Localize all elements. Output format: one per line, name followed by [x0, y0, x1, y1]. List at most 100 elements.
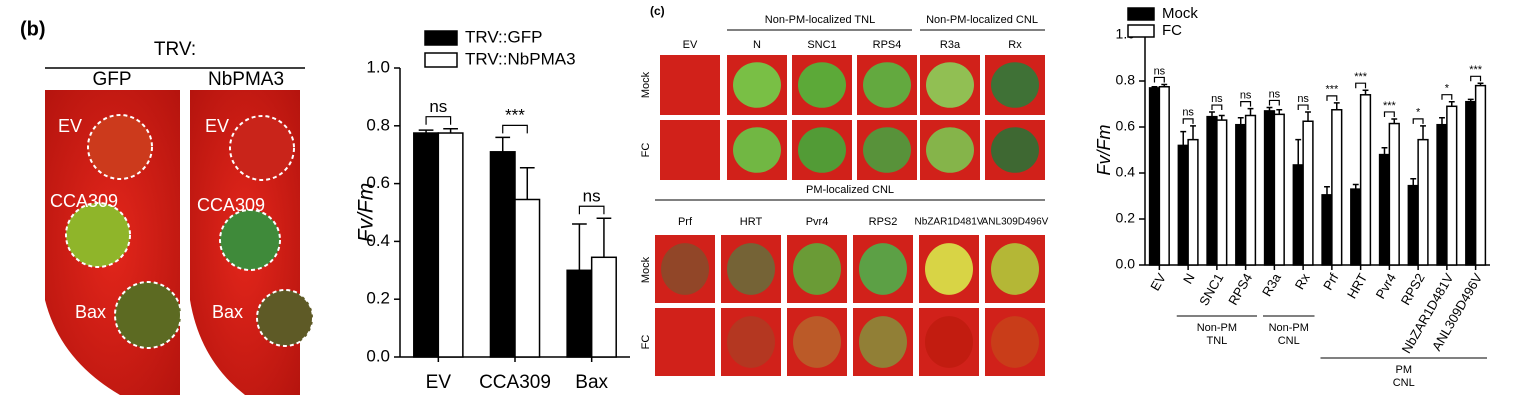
significance-label: ns: [1297, 93, 1309, 105]
significance-bracket: [502, 124, 528, 134]
column-label: RPS2: [869, 216, 898, 228]
group-label: CNL: [1393, 377, 1415, 389]
infiltration-spot: [256, 289, 314, 347]
spot-label: Bax: [212, 302, 243, 322]
error-bar: [572, 223, 587, 271]
error-bar: [418, 129, 434, 134]
bar: [1417, 138, 1429, 266]
column-label: Prf: [678, 216, 693, 228]
bar: [1158, 86, 1170, 266]
error-bar: [495, 136, 511, 152]
significance-bracket: [1297, 104, 1309, 111]
legend-swatch: [1127, 7, 1155, 21]
significance-bracket: [1470, 75, 1482, 82]
significance-label: *: [1416, 107, 1421, 119]
significance-bracket: [1441, 94, 1453, 100]
significance-bracket: [578, 205, 605, 215]
bar: [1244, 114, 1257, 266]
row-label: FC: [640, 143, 652, 158]
bar: [1206, 115, 1218, 266]
spot-label: CCA309: [50, 191, 118, 211]
x-tick-label: Bax: [575, 372, 608, 393]
bar: [1177, 144, 1189, 266]
lesion: [793, 316, 841, 368]
lesion: [926, 62, 974, 108]
infiltration-spot: [114, 281, 182, 349]
significance-bracket: [1182, 118, 1194, 124]
column-label: N: [753, 39, 761, 51]
x-tick-label: R3a: [1259, 270, 1284, 299]
group-header: PM-localized CNL: [806, 184, 894, 196]
bar: [1148, 87, 1161, 266]
lesion: [733, 62, 781, 108]
error-bar: [1190, 125, 1196, 140]
spot-label: EV: [58, 116, 82, 136]
x-tick-label: N: [1180, 271, 1198, 287]
panel-label: (b): [20, 18, 46, 40]
error-bar: [443, 127, 458, 134]
bar: [1407, 184, 1419, 266]
error-bar: [1324, 186, 1330, 195]
bar: [437, 132, 464, 358]
column-label: R3a: [940, 39, 961, 51]
bar: [1216, 119, 1228, 266]
y-tick-label: 0.0: [366, 346, 390, 365]
bar: [1436, 123, 1448, 266]
bar: [1292, 164, 1304, 266]
lesion: [991, 316, 1039, 368]
lesion: [859, 243, 907, 295]
significance-label: ns: [1240, 89, 1252, 101]
error-bar: [1439, 117, 1445, 125]
error-bar: [1151, 86, 1158, 88]
significance-bracket: [1153, 76, 1165, 83]
significance-bracket: [1240, 101, 1252, 107]
y-tick-label: 0.6: [1116, 118, 1136, 134]
legend-label: Mock: [1162, 5, 1198, 22]
panel-label: (c): [650, 4, 665, 18]
lesion: [859, 316, 907, 368]
vector-label: TRV:: [154, 39, 196, 60]
error-bar: [1209, 111, 1215, 117]
significance-label: *: [1445, 83, 1450, 95]
row-label: Mock: [640, 256, 652, 283]
legend-swatch: [424, 30, 458, 46]
bar: [1378, 153, 1391, 266]
significance-label: ns: [1269, 88, 1281, 100]
infiltration-spot: [219, 209, 281, 271]
y-tick-label: 0.2: [1116, 210, 1136, 226]
group-label: PM: [1396, 364, 1413, 376]
y-tick-label: 0.2: [366, 289, 390, 308]
lesion: [863, 127, 911, 173]
error-bar: [1237, 117, 1244, 125]
x-tick-label: HRT: [1344, 271, 1370, 301]
spot-label: CCA309: [197, 195, 265, 215]
bar: [1235, 123, 1247, 266]
significance-label: ***: [1325, 84, 1339, 96]
lesion: [925, 316, 973, 368]
bar: [1321, 194, 1333, 266]
bar: [489, 151, 516, 358]
spot-labels: EV CCA309 Bax EV CCA309 Bax: [50, 116, 265, 322]
bar: [514, 198, 541, 358]
bar: [1359, 94, 1372, 266]
x-tick-label: RPS2: [1398, 271, 1428, 308]
group-label: Non-PM: [1197, 322, 1237, 334]
error-bar: [1247, 107, 1254, 116]
leaf-photo: [660, 120, 720, 180]
column-label: NbZAR1D481V: [915, 217, 984, 228]
legend-label: FC: [1162, 22, 1182, 39]
bar: [1263, 110, 1276, 266]
error-bar: [1352, 183, 1359, 190]
x-tick-label: CCA309: [479, 372, 551, 393]
spot-label: EV: [205, 116, 229, 136]
infiltration-spot: [65, 202, 131, 268]
leaf-photo: [655, 308, 715, 376]
group-header: Non-PM-localized TNL: [765, 14, 875, 26]
x-tick-label: Rx: [1292, 270, 1313, 292]
infiltration-spot: [229, 115, 295, 181]
error-bar: [1276, 109, 1283, 115]
error-bar: [1448, 100, 1455, 107]
column-label: SNC1: [807, 39, 836, 51]
significance-label: ns: [1211, 93, 1223, 105]
lesion: [926, 127, 974, 173]
